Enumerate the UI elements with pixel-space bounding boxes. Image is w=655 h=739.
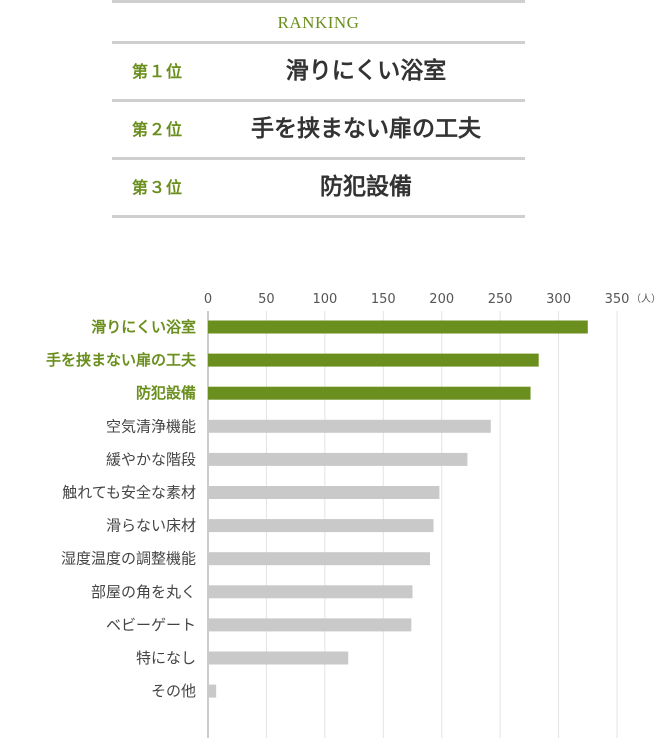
ranking-position: 第１位 <box>132 62 184 81</box>
bar <box>208 419 491 433</box>
bar <box>208 386 531 400</box>
category-label: 部屋の角を丸く <box>91 583 196 601</box>
ranking-name: 手を挟まない扉の工夫 <box>251 116 481 142</box>
ranking-position: 第２位 <box>132 120 184 139</box>
x-tick-label: 50 <box>258 292 275 307</box>
x-tick-label: 350 <box>605 292 630 307</box>
bar-chart: 0 50 100 150 200 250 300 350（人） 滑りにくい浴室手を挟まない扉の工… <box>46 292 655 738</box>
bar <box>208 618 412 632</box>
x-tick-label: 0 <box>204 292 212 307</box>
bar <box>208 353 539 367</box>
category-label: 特になし <box>136 649 196 667</box>
ranking-bottom-rule <box>112 215 525 218</box>
bar <box>208 684 217 698</box>
ranking-position: 第３位 <box>132 178 184 197</box>
category-label: 緩やかな階段 <box>106 450 196 468</box>
category-label: 触れても安全な素材 <box>62 484 196 502</box>
x-tick-label: 200 <box>429 292 454 307</box>
ranking-rule <box>112 41 525 44</box>
category-label: 防犯設備 <box>136 384 196 402</box>
category-label: 滑りにくい浴室 <box>91 318 196 336</box>
category-label: 空気清浄機能 <box>106 417 196 435</box>
ranking-row-2: 第２位 手を挟まない扉の工夫 <box>112 102 525 157</box>
x-tick-label: 300 <box>546 292 571 307</box>
ranking-row-1: 第１位 滑りにくい浴室 <box>112 44 525 99</box>
category-label: その他 <box>151 682 196 700</box>
ranking-table: RANKING 第１位 滑りにくい浴室 第２位 手を挟まない扉の工夫 第３位 防… <box>112 0 525 218</box>
bar <box>208 320 588 334</box>
bar <box>208 519 434 533</box>
x-tick-label: 250 <box>488 292 513 307</box>
bar <box>208 452 468 466</box>
ranking-top-rule <box>112 0 525 3</box>
ranking-row-3: 第３位 防犯設備 <box>112 160 525 215</box>
bar <box>208 585 413 599</box>
ranking-title: RANKING <box>277 13 360 32</box>
ranking-rule <box>112 99 525 102</box>
x-unit-label: （人） <box>631 293 655 305</box>
category-label: 湿度温度の調整機能 <box>61 550 196 568</box>
category-label: 滑らない床材 <box>106 517 196 535</box>
bar <box>208 651 349 665</box>
x-tick-label: 100 <box>312 292 337 307</box>
x-tick-label: 150 <box>371 292 396 307</box>
ranking-rule <box>112 157 525 160</box>
category-label: ベビーゲート <box>106 616 196 634</box>
bar <box>208 552 431 566</box>
ranking-name: 防犯設備 <box>320 174 412 200</box>
category-label: 手を挟まない扉の工夫 <box>46 351 197 369</box>
ranking-name: 滑りにくい浴室 <box>285 58 447 84</box>
bar <box>208 486 440 499</box>
